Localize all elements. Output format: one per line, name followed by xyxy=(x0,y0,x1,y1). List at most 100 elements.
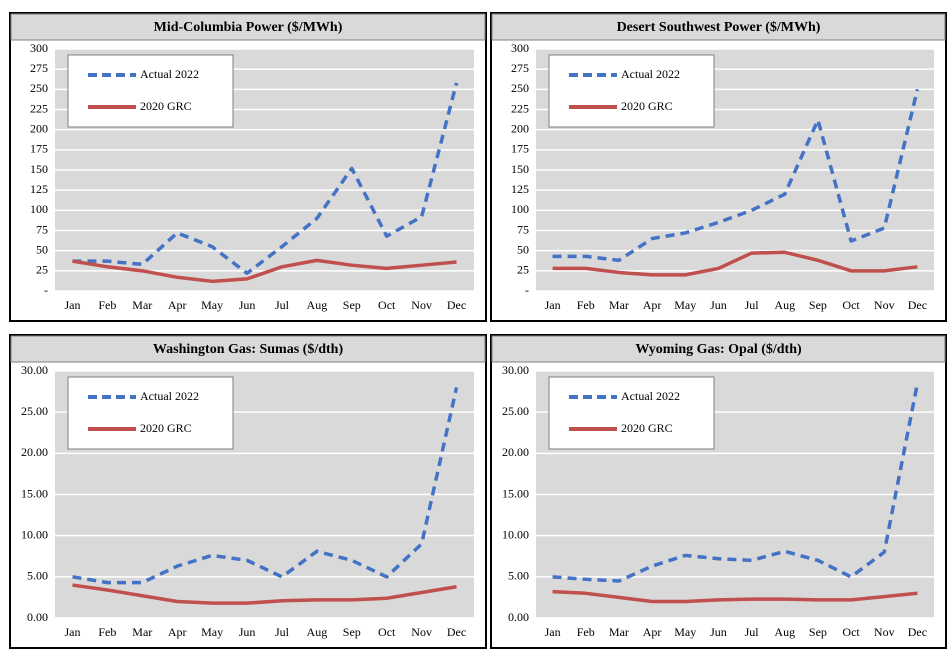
x-tick-label: Jan xyxy=(64,625,80,639)
y-tick-label: 25.00 xyxy=(21,404,48,418)
x-tick-label: Sep xyxy=(809,625,827,639)
title-bar xyxy=(491,13,946,41)
x-tick-label: Aug xyxy=(307,625,328,639)
x-tick-label: Mar xyxy=(609,298,629,312)
y-tick-label: 200 xyxy=(30,121,48,135)
y-tick-label: 0.00 xyxy=(508,610,529,624)
x-tick-label: Jun xyxy=(710,298,727,312)
y-tick-label: 75 xyxy=(517,222,529,236)
data-line xyxy=(72,82,459,276)
legend-box xyxy=(67,54,234,128)
x-tick-label: Sep xyxy=(343,298,361,312)
data-line xyxy=(552,88,920,263)
x-tick-label: Nov xyxy=(411,298,432,312)
y-tick-label: 275 xyxy=(30,61,48,75)
y-tick-label: 15.00 xyxy=(21,486,48,500)
x-tick-label: Aug xyxy=(774,625,795,639)
title-bar xyxy=(491,335,946,363)
chart-title: Mid-Columbia Power ($/MWh) xyxy=(154,20,343,35)
y-tick-label: 20.00 xyxy=(21,445,48,459)
y-tick-label: 25 xyxy=(36,263,48,277)
x-tick-label: May xyxy=(201,298,223,312)
y-tick-label: 225 xyxy=(511,101,529,115)
x-tick-label: Oct xyxy=(378,298,396,312)
x-tick-label: Jul xyxy=(745,298,760,312)
title-bar xyxy=(10,335,486,363)
data-line xyxy=(72,583,457,605)
title-bar xyxy=(10,13,486,41)
chart-title: Desert Southwest Power ($/MWh) xyxy=(617,20,821,35)
legend-box xyxy=(548,54,715,128)
y-tick-label: 100 xyxy=(511,202,529,216)
legend-label: 2020 GRC xyxy=(140,99,192,113)
legend-box xyxy=(548,376,715,450)
y-tick-label: 25.00 xyxy=(502,404,529,418)
data-line xyxy=(72,387,459,585)
y-tick-label: 5.00 xyxy=(27,569,48,583)
x-tick-label: Jun xyxy=(239,625,256,639)
x-tick-label: Feb xyxy=(98,625,116,639)
x-tick-label: Jun xyxy=(710,625,727,639)
y-tick-label: 10.00 xyxy=(21,527,48,541)
legend-label: Actual 2022 xyxy=(621,389,680,403)
y-tick-label: 225 xyxy=(30,101,48,115)
y-tick-label: 200 xyxy=(511,121,529,135)
x-tick-label: Sep xyxy=(809,298,827,312)
y-tick-label: - xyxy=(525,283,529,297)
legend-label: Actual 2022 xyxy=(140,389,199,403)
x-tick-label: Apr xyxy=(168,625,187,639)
x-tick-label: May xyxy=(674,298,696,312)
y-tick-label: 250 xyxy=(30,81,48,95)
x-tick-label: Dec xyxy=(908,298,927,312)
data-line xyxy=(552,250,918,277)
x-tick-label: Apr xyxy=(643,298,662,312)
data-line xyxy=(552,383,920,583)
x-tick-label: Jul xyxy=(745,625,760,639)
legend-label: Actual 2022 xyxy=(140,67,199,81)
y-tick-label: 175 xyxy=(511,142,529,156)
y-tick-label: 50 xyxy=(517,242,529,256)
y-tick-label: 25 xyxy=(517,263,529,277)
x-tick-label: Jul xyxy=(275,625,290,639)
chart-title: Washington Gas: Sumas ($/dth) xyxy=(153,342,344,357)
legend-label: 2020 GRC xyxy=(621,421,673,435)
x-tick-label: Dec xyxy=(908,625,927,639)
x-tick-label: Jun xyxy=(239,298,256,312)
data-line xyxy=(72,258,457,284)
data-line xyxy=(552,589,918,604)
y-tick-label: 275 xyxy=(511,61,529,75)
y-tick-label: 5.00 xyxy=(508,569,529,583)
x-tick-label: Mar xyxy=(132,298,152,312)
y-tick-label: 300 xyxy=(511,41,529,55)
x-tick-label: Aug xyxy=(774,298,795,312)
y-tick-label: 10.00 xyxy=(502,527,529,541)
y-tick-label: 125 xyxy=(30,182,48,196)
x-tick-label: Feb xyxy=(577,625,595,639)
y-tick-label: 100 xyxy=(30,202,48,216)
y-tick-label: 150 xyxy=(30,162,48,176)
x-tick-label: Feb xyxy=(98,298,116,312)
x-tick-label: Oct xyxy=(378,625,396,639)
y-tick-label: 75 xyxy=(36,222,48,236)
y-tick-label: 0.00 xyxy=(27,610,48,624)
x-tick-label: Dec xyxy=(447,298,466,312)
y-tick-label: 150 xyxy=(511,162,529,176)
x-tick-label: Sep xyxy=(343,625,361,639)
x-tick-label: Oct xyxy=(842,298,860,312)
x-tick-label: Nov xyxy=(411,625,432,639)
legend-label: 2020 GRC xyxy=(140,421,192,435)
y-tick-label: - xyxy=(44,283,48,297)
x-tick-label: Feb xyxy=(577,298,595,312)
x-tick-label: Mar xyxy=(609,625,629,639)
legend-label: 2020 GRC xyxy=(621,99,673,113)
x-tick-label: Jan xyxy=(545,625,561,639)
x-tick-label: Apr xyxy=(643,625,662,639)
x-tick-label: Apr xyxy=(168,298,187,312)
x-tick-label: Jan xyxy=(64,298,80,312)
x-tick-label: Aug xyxy=(307,298,328,312)
y-tick-label: 250 xyxy=(511,81,529,95)
y-tick-label: 125 xyxy=(511,182,529,196)
legend-box xyxy=(67,376,234,450)
